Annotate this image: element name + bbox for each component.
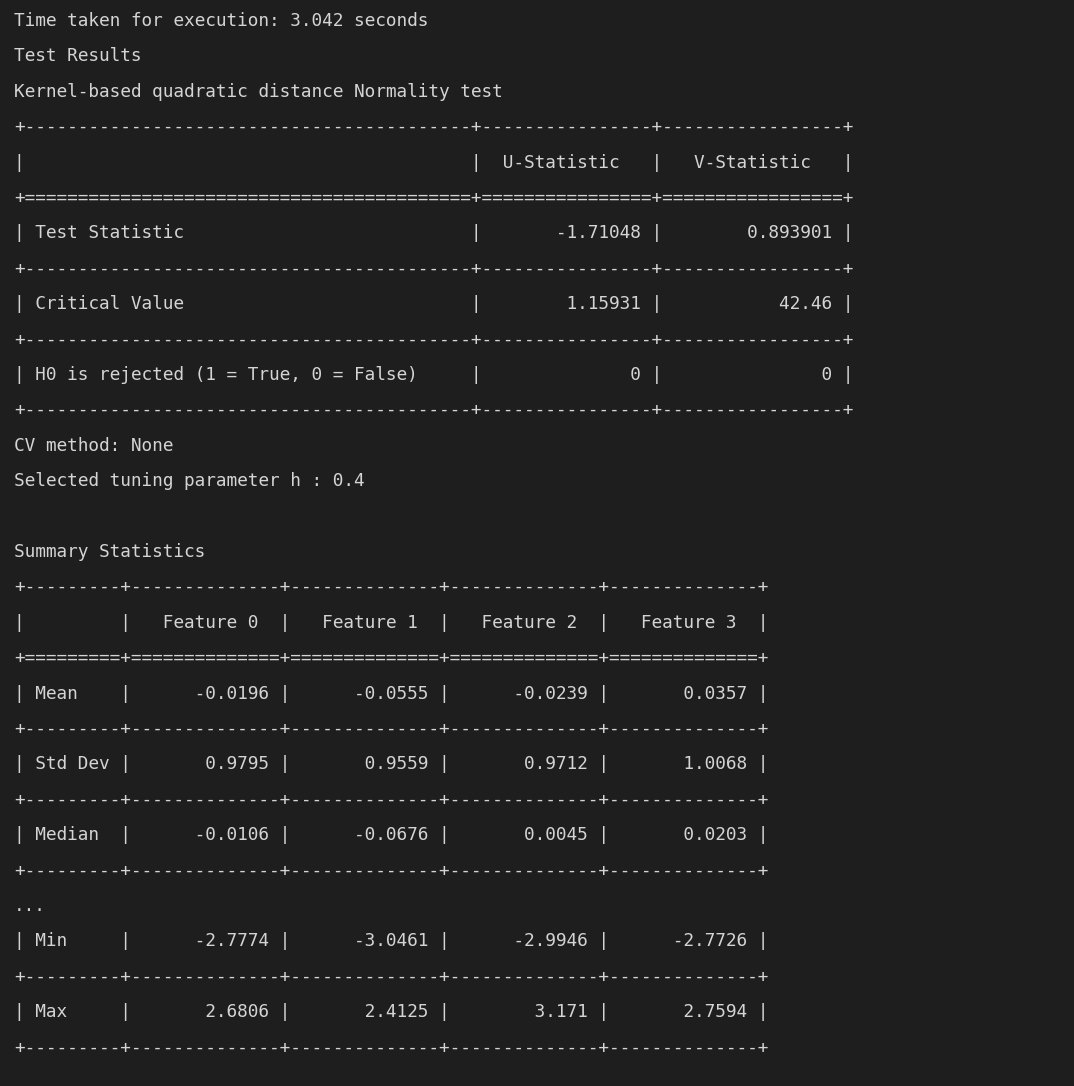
Text: Test Results: Test Results: [14, 48, 142, 65]
Text: | H0 is rejected (1 = True, 0 = False)     |              0 |               0 |: | H0 is rejected (1 = True, 0 = False) |…: [14, 366, 854, 384]
Text: Selected tuning parameter h : 0.4: Selected tuning parameter h : 0.4: [14, 472, 365, 490]
Text: | Min     |      -2.7774 |      -3.0461 |      -2.9946 |      -2.7726 |: | Min | -2.7774 | -3.0461 | -2.9946 | -2…: [14, 933, 768, 950]
Text: |                                          |  U-Statistic   |   V-Statistic   |: | | U-Statistic | V-Statistic |: [14, 153, 854, 172]
Text: Time taken for execution: 3.042 seconds: Time taken for execution: 3.042 seconds: [14, 12, 429, 30]
Text: +---------+--------------+--------------+--------------+--------------+: +---------+--------------+--------------…: [14, 720, 768, 738]
Text: +---------+--------------+--------------+--------------+--------------+: +---------+--------------+--------------…: [14, 861, 768, 880]
Text: Kernel-based quadratic distance Normality test: Kernel-based quadratic distance Normalit…: [14, 83, 503, 101]
Text: +------------------------------------------+----------------+-----------------+: +---------------------------------------…: [14, 118, 854, 136]
Text: +------------------------------------------+----------------+-----------------+: +---------------------------------------…: [14, 402, 854, 419]
Text: | Max     |       2.6806 |       2.4125 |        3.171 |       2.7594 |: | Max | 2.6806 | 2.4125 | 3.171 | 2.7594…: [14, 1003, 768, 1021]
Text: +---------+--------------+--------------+--------------+--------------+: +---------+--------------+--------------…: [14, 1038, 768, 1057]
Text: +---------+--------------+--------------+--------------+--------------+: +---------+--------------+--------------…: [14, 791, 768, 809]
Text: +==========================================+================+=================+: +=======================================…: [14, 189, 854, 207]
Text: +=========+==============+==============+==============+==============+: +=========+==============+==============…: [14, 649, 768, 667]
Text: +---------+--------------+--------------+--------------+--------------+: +---------+--------------+--------------…: [14, 968, 768, 986]
Text: +------------------------------------------+----------------+-----------------+: +---------------------------------------…: [14, 260, 854, 278]
Text: Summary Statistics: Summary Statistics: [14, 543, 205, 561]
Text: | Std Dev |       0.9795 |       0.9559 |       0.9712 |       1.0068 |: | Std Dev | 0.9795 | 0.9559 | 0.9712 | 1…: [14, 756, 768, 773]
Text: ...: ...: [14, 897, 46, 915]
Text: | Test Statistic                           |       -1.71048 |        0.893901 |: | Test Statistic | -1.71048 | 0.893901 |: [14, 225, 854, 242]
Text: | Median  |      -0.0106 |      -0.0676 |       0.0045 |       0.0203 |: | Median | -0.0106 | -0.0676 | 0.0045 | …: [14, 826, 768, 844]
Text: CV method: None: CV method: None: [14, 437, 173, 455]
Text: +------------------------------------------+----------------+-----------------+: +---------------------------------------…: [14, 330, 854, 349]
Text: +---------+--------------+--------------+--------------+--------------+: +---------+--------------+--------------…: [14, 579, 768, 596]
Text: | Critical Value                           |        1.15931 |           42.46 |: | Critical Value | 1.15931 | 42.46 |: [14, 295, 854, 313]
Text: |         |   Feature 0  |   Feature 1  |   Feature 2  |   Feature 3  |: | | Feature 0 | Feature 1 | Feature 2 | …: [14, 614, 768, 632]
Text: | Mean    |      -0.0196 |      -0.0555 |      -0.0239 |       0.0357 |: | Mean | -0.0196 | -0.0555 | -0.0239 | 0…: [14, 684, 768, 703]
